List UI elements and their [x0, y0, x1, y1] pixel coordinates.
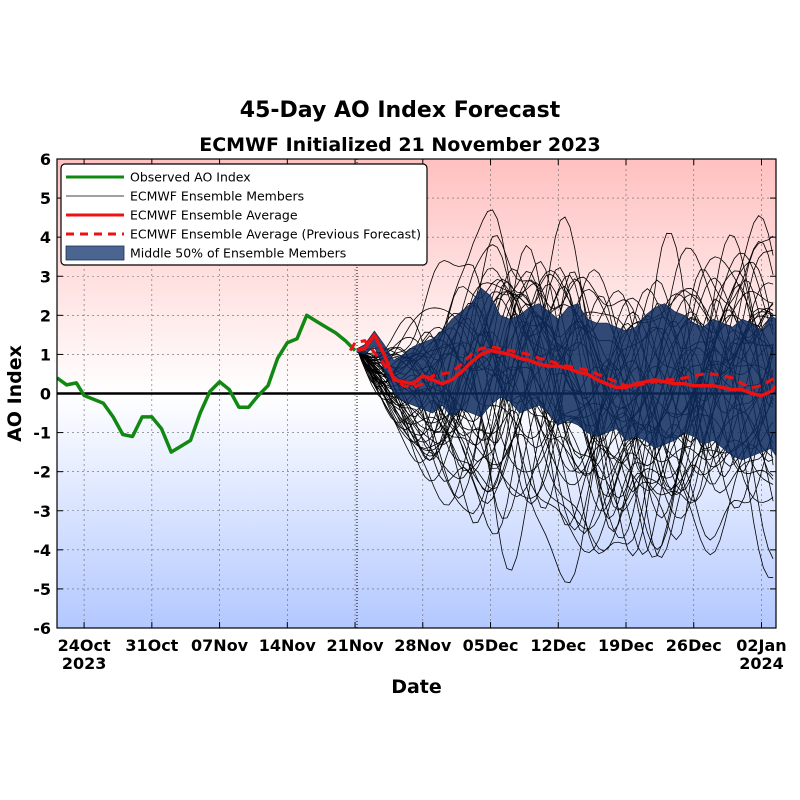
- x-axis-label: Date: [391, 676, 442, 698]
- y-axis-label: AO Index: [4, 345, 26, 442]
- legend-label: Middle 50% of Ensemble Members: [130, 246, 346, 261]
- x-tick-label: 28Nov: [394, 636, 452, 655]
- legend-swatch-band: [65, 245, 125, 261]
- x-tick-label: 12Dec: [530, 636, 586, 655]
- legend-box: [60, 163, 428, 266]
- ensemble-member-line: [356, 269, 774, 490]
- ensemble-member-line: [356, 282, 774, 559]
- y-tick-label: 6: [40, 150, 51, 169]
- chart-title: 45-Day AO Index Forecast: [239, 98, 561, 123]
- series-lines: [57, 313, 776, 454]
- legend-label: ECMWF Ensemble Average: [130, 208, 298, 223]
- x-tick-label: 24Oct: [58, 636, 111, 655]
- x-tick-label: 31Oct: [125, 636, 178, 655]
- x-tick-label: 02Jan: [736, 636, 786, 655]
- x-tick-label: 05Dec: [463, 636, 519, 655]
- x-tick-label: 26Dec: [666, 636, 722, 655]
- y-tick-label: 4: [40, 228, 51, 247]
- ensemble-band-layer: [356, 287, 776, 461]
- ensemble-member-line: [356, 276, 774, 556]
- legend-label: ECMWF Ensemble Members: [130, 189, 304, 204]
- y-tick-label: 2: [40, 306, 51, 325]
- y-tick-label: 3: [40, 267, 51, 286]
- y-tick-label: -2: [33, 463, 51, 482]
- y-tick-label: -3: [33, 502, 51, 521]
- x-tick-label: 19Dec: [598, 636, 654, 655]
- x-tick-sublabel: 2023: [62, 654, 107, 673]
- ensemble-member-line: [356, 244, 774, 579]
- legend-label: ECMWF Ensemble Average (Previous Forecas…: [130, 227, 421, 242]
- previous-average-line: [348, 339, 776, 390]
- x-tick-label: 07Nov: [191, 636, 249, 655]
- ensemble-member-line: [356, 297, 774, 531]
- ensemble-member-line: [356, 282, 774, 475]
- y-tick-label: -4: [33, 541, 51, 560]
- ensemble-average-line: [356, 333, 776, 398]
- x-tick-sublabel: 2024: [739, 654, 784, 673]
- y-tick-label: -1: [33, 424, 51, 443]
- legend-label: Observed AO Index: [130, 170, 251, 185]
- y-tick-label: -5: [33, 580, 51, 599]
- y-tick-label: -6: [33, 619, 51, 638]
- y-tick-label: 5: [40, 189, 51, 208]
- x-tick-label: 21Nov: [327, 636, 385, 655]
- y-tick-label: 1: [40, 345, 51, 364]
- ensemble-middle50-band: [356, 287, 776, 461]
- chart-subtitle: ECMWF Initialized 21 November 2023: [199, 134, 601, 156]
- legend: Observed AO Index ECMWF Ensemble Members E…: [60, 163, 428, 266]
- x-tick-label: 14Nov: [259, 636, 317, 655]
- observed-ao-line: [57, 313, 357, 454]
- y-tick-label: 0: [40, 385, 51, 404]
- ensemble-member-line: [356, 290, 774, 476]
